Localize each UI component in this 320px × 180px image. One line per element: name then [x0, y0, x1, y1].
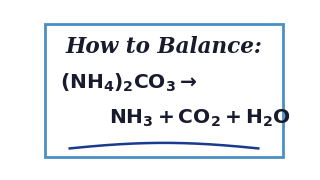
Text: $\mathbf{(NH_4)_2CO_3 \rightarrow}$: $\mathbf{(NH_4)_2CO_3 \rightarrow}$ [60, 72, 197, 94]
Text: $\mathbf{NH_3 + CO_2 + H_2O}$: $\mathbf{NH_3 + CO_2 + H_2O}$ [109, 108, 291, 129]
FancyBboxPatch shape [45, 24, 283, 158]
Text: How to Balance:: How to Balance: [66, 35, 262, 58]
